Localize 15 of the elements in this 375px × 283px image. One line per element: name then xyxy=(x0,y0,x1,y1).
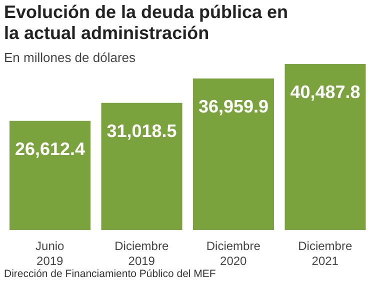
chart-title: Evolución de la deuda pública en la actual administración xyxy=(4,2,290,44)
data-label: 40,487.8 xyxy=(290,82,360,102)
x-tick-label: Diciembre 2020 xyxy=(206,239,261,268)
text: Dirección de Financiamiento Público del MEF xyxy=(4,268,216,280)
x-tick-label: Diciembre 2019 xyxy=(114,239,169,268)
bar xyxy=(193,78,274,230)
x-tick-label: Diciembre 2021 xyxy=(298,239,352,268)
data-label: 26,612.4 xyxy=(14,138,86,159)
x-tick-label: Junio 2019 xyxy=(36,239,65,268)
bar xyxy=(10,120,91,230)
bar xyxy=(284,64,366,230)
data-label: 36,959.9 xyxy=(198,96,269,116)
data-label: 31,018.5 xyxy=(106,120,177,141)
chart-subtitle: En millones de dólares xyxy=(4,50,136,65)
bar xyxy=(101,102,182,230)
